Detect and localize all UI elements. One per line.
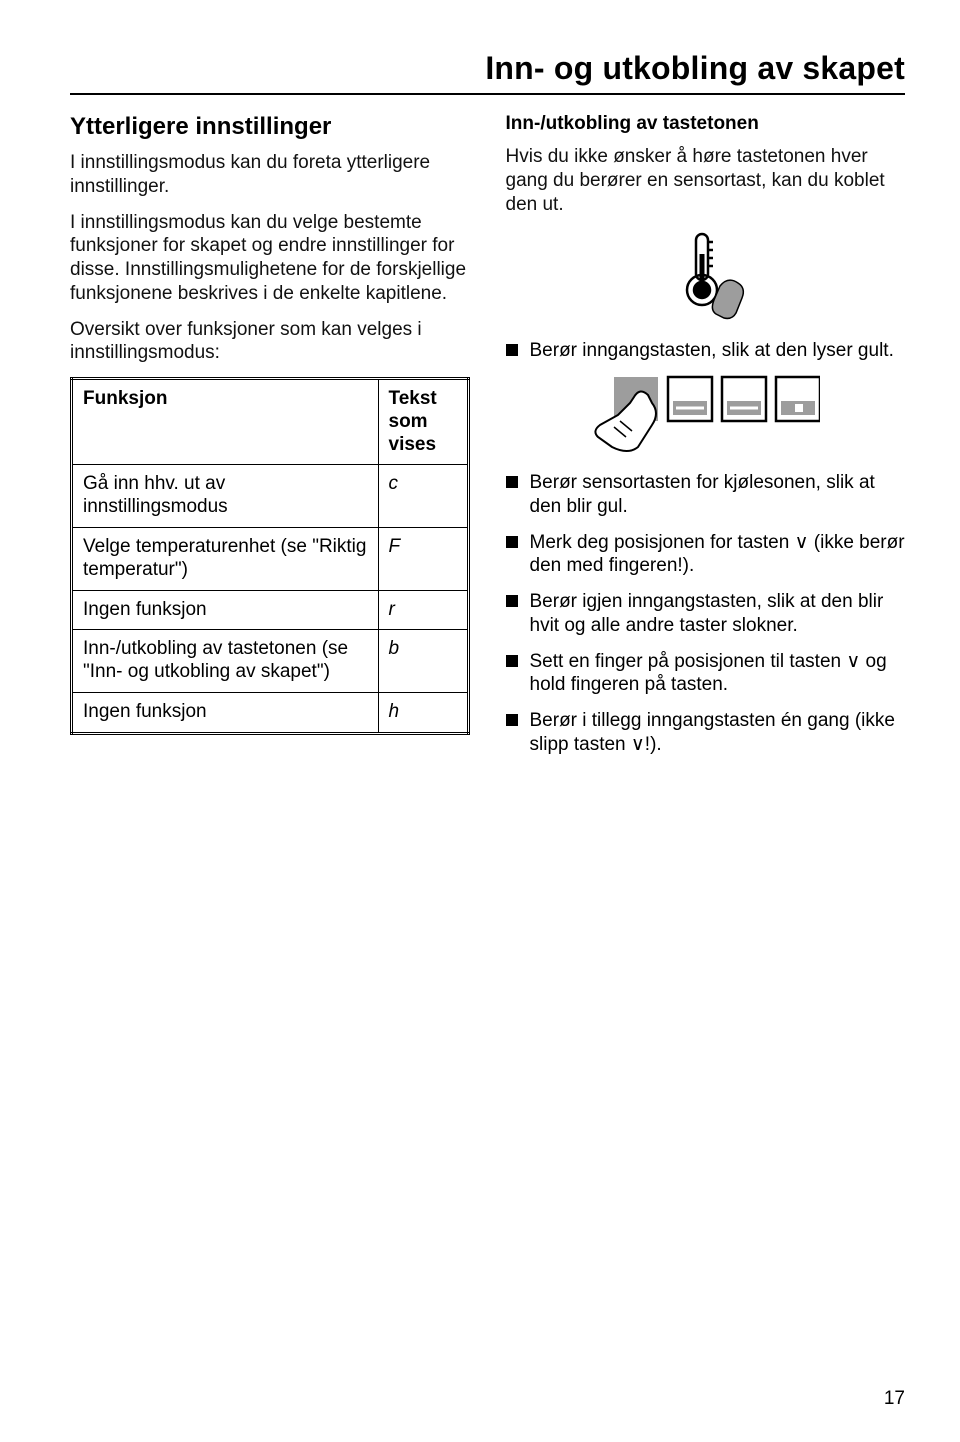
bullet-item: Berør igjen inngangstasten, slik at den … — [506, 590, 906, 638]
left-para-2: I innstillingsmodus kan du velge bestemt… — [70, 211, 470, 306]
right-para-1: Hvis du ikke ønsker å høre tastetonen hv… — [506, 145, 906, 216]
table-header-tekst: Tekst som vises — [378, 379, 468, 465]
table-row: Ingen funksjon r — [72, 590, 469, 630]
left-column: Ytterligere innstillinger I innstillings… — [70, 113, 470, 769]
table-cell-code: F — [378, 527, 468, 590]
bullet-item: Merk deg posisjonen for tasten ∨ (ikke b… — [506, 531, 906, 579]
table-header-row: Funksjon Tekst som vises — [72, 379, 469, 465]
bullet-list: Berør inngangstasten, slik at den lyser … — [506, 339, 906, 363]
table-cell-code: r — [378, 590, 468, 630]
bullet-list-2: Berør sensortasten for kjølesonen, slik … — [506, 471, 906, 757]
page-title: Inn- og utkobling av skapet — [70, 50, 905, 87]
table-cell-label: Velge temperaturenhet (se "Riktig temper… — [72, 527, 379, 590]
left-para-3: Oversikt over funksjoner som kan velges … — [70, 318, 470, 366]
bullet-item: Sett en finger på posisjonen til tasten … — [506, 650, 906, 698]
page-header: Inn- og utkobling av skapet — [70, 50, 905, 95]
bullet-item: Berør i tillegg inngangstasten én gang (… — [506, 709, 906, 757]
table-row: Velge temperaturenhet (se "Riktig temper… — [72, 527, 469, 590]
panel-touch-icon — [506, 375, 906, 455]
content-columns: Ytterligere innstillinger I innstillings… — [70, 113, 905, 769]
thermometer-touch-icon — [506, 228, 906, 323]
table-cell-label: Inn-/utkobling av tastetonen (se "Inn- o… — [72, 630, 379, 693]
left-para-1: I innstillingsmodus kan du foreta ytterl… — [70, 151, 470, 199]
table-row: Ingen funksjon h — [72, 692, 469, 733]
table-cell-code: c — [378, 465, 468, 528]
function-table: Funksjon Tekst som vises Gå inn hhv. ut … — [70, 377, 470, 735]
table-cell-label: Ingen funksjon — [72, 692, 379, 733]
page-number: 17 — [884, 1388, 905, 1410]
right-subheading: Inn-/utkobling av tastetonen — [506, 113, 906, 135]
table-cell-label: Gå inn hhv. ut av innstillingsmodus — [72, 465, 379, 528]
table-cell-code: h — [378, 692, 468, 733]
table-row: Gå inn hhv. ut av innstillingsmodus c — [72, 465, 469, 528]
table-header-funksjon: Funksjon — [72, 379, 379, 465]
bullet-item: Berør inngangstasten, slik at den lyser … — [506, 339, 906, 363]
left-heading: Ytterligere innstillinger — [70, 113, 470, 141]
bullet-item: Berør sensortasten for kjølesonen, slik … — [506, 471, 906, 519]
table-cell-code: b — [378, 630, 468, 693]
table-row: Inn-/utkobling av tastetonen (se "Inn- o… — [72, 630, 469, 693]
right-column: Inn-/utkobling av tastetonen Hvis du ikk… — [506, 113, 906, 769]
table-cell-label: Ingen funksjon — [72, 590, 379, 630]
